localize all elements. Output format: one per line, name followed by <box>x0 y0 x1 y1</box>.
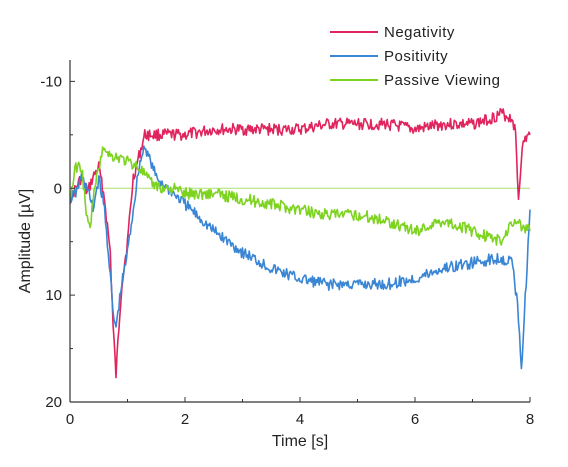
legend: Negativity Positivity Passive Viewing <box>330 24 500 89</box>
y-tick-label: 0 <box>54 180 62 197</box>
x-tick-label: 6 <box>411 411 419 428</box>
legend-entry-label: Positivity <box>384 48 448 65</box>
series-line-passive-viewing <box>69 146 531 246</box>
x-axis-ticks: 0 2 4 6 8 <box>66 397 534 428</box>
y-tick-label: 20 <box>45 394 62 411</box>
series-line-positivity <box>69 145 531 370</box>
legend-entry-label: Passive Viewing <box>384 72 500 89</box>
y-tick-label: 10 <box>45 287 62 304</box>
x-tick-label: 4 <box>296 411 304 428</box>
x-tick-label: 0 <box>66 411 74 428</box>
series-layer <box>69 108 531 379</box>
x-tick-label: 8 <box>526 411 534 428</box>
y-axis-ticks: -10 0 10 20 <box>40 73 75 411</box>
x-tick-label: 2 <box>181 411 189 428</box>
x-axis-label: Time [s] <box>272 433 328 450</box>
legend-entry-label: Negativity <box>384 24 455 41</box>
series-line-negativity <box>69 108 531 379</box>
y-tick-label: -10 <box>40 73 62 90</box>
y-axis-label: Amplitude [µV] <box>17 189 34 293</box>
